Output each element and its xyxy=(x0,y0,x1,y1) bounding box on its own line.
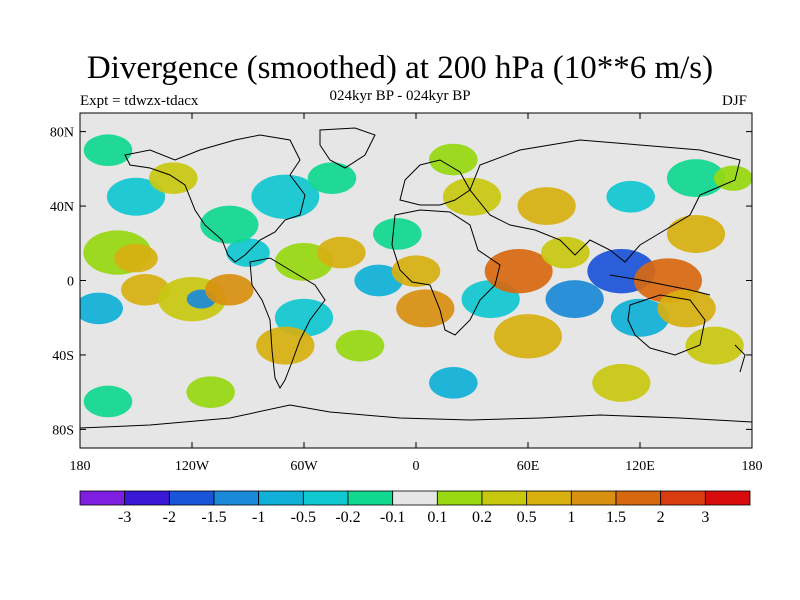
colorbar-label: -0.2 xyxy=(335,509,360,526)
coastline-south-america xyxy=(249,257,326,390)
field-patch-9 xyxy=(106,177,166,216)
lat-tick-label: 80S xyxy=(52,423,74,438)
colorbar-label: -0.5 xyxy=(291,509,316,526)
colorbar-label: -3 xyxy=(118,509,131,526)
lon-tick-label: 120W xyxy=(175,459,210,474)
colorbar-label: 0.2 xyxy=(472,509,492,526)
field-patch-1 xyxy=(114,243,158,273)
colorbar-swatch-14 xyxy=(704,490,751,506)
lat-tick-label: 40S xyxy=(52,349,74,364)
field-patch-28 xyxy=(517,187,576,226)
lon-tick-label: 60E xyxy=(517,459,540,474)
colorbar-label: -2 xyxy=(163,509,176,526)
field-patch-22 xyxy=(396,289,455,328)
colorbar: -3 -2 -1.5 -1 -0.5 -0.2 -0.1 0.1 0.2 0.5 1 1.5 2 3 xyxy=(79,490,751,526)
lon-tick-label: 180 xyxy=(70,459,91,474)
field-patch-29 xyxy=(541,236,590,269)
colorbar-label: -0.1 xyxy=(380,509,405,526)
field-patch-40 xyxy=(429,367,478,399)
lat-tick-label: 80N xyxy=(50,126,74,141)
colorbar-swatch-0 xyxy=(79,490,126,506)
field-patch-34 xyxy=(657,289,716,328)
colorbar-swatch-4 xyxy=(258,490,304,506)
coastline-africa xyxy=(391,209,501,336)
field-patch-21 xyxy=(391,255,441,288)
colorbar-label: -1 xyxy=(252,509,265,526)
colorbar-swatch-9 xyxy=(481,490,528,506)
colorbar-swatch-11 xyxy=(570,490,617,506)
figure-title: Divergence (smoothed) at 200 hPa (10**6 … xyxy=(86,50,714,86)
colorbar-label: 1.5 xyxy=(606,509,626,526)
colorbar-label: 0.1 xyxy=(427,509,447,526)
lon-tick-label: 0 xyxy=(413,459,420,474)
coastline-antarctica xyxy=(80,404,752,429)
field-patch-11 xyxy=(83,134,133,167)
colorbar-label: 3 xyxy=(701,509,709,526)
field-patch-42 xyxy=(83,385,133,418)
period-label: 024kyr BP - 024kyr BP xyxy=(329,88,471,104)
field-patch-35 xyxy=(685,326,744,365)
season-label: DJF xyxy=(722,93,748,109)
field-patch-24 xyxy=(442,177,502,216)
field-patch-36 xyxy=(666,214,726,253)
lat-tick-label: 0 xyxy=(67,275,74,290)
field-patch-19 xyxy=(354,264,403,297)
field-patch-26 xyxy=(484,249,553,294)
longitude-axis: 180 120W 60W 0 60E 120E 180 xyxy=(70,113,763,474)
colorbar-label: -1.5 xyxy=(201,509,226,526)
latitude-axis: 80N 40N 0 40S 80S xyxy=(50,126,752,438)
colorbar-swatch-1 xyxy=(124,490,170,506)
field-patch-20 xyxy=(373,218,422,250)
field-patch-37 xyxy=(606,180,655,213)
colorbar-swatch-12 xyxy=(615,490,662,506)
coastline-new-zealand xyxy=(734,344,746,373)
field-patch-23 xyxy=(429,143,478,176)
colorbar-swatch-7 xyxy=(392,490,438,506)
field-patch-13 xyxy=(307,162,357,194)
coastlines xyxy=(80,127,752,429)
field-patch-6 xyxy=(205,273,254,306)
field-patch-32 xyxy=(610,298,670,337)
lat-tick-label: 40N xyxy=(50,200,74,215)
lon-tick-label: 120E xyxy=(625,459,655,474)
field-patch-30 xyxy=(545,280,604,319)
colorbar-swatch-6 xyxy=(347,490,394,506)
field-patch-2 xyxy=(80,292,123,325)
colorbar-label: 0.5 xyxy=(517,509,537,526)
coastline-north-america xyxy=(124,134,306,263)
field-patch-38 xyxy=(666,159,726,198)
field-patch-10 xyxy=(149,162,198,194)
field-patch-12 xyxy=(251,174,320,219)
colorbar-swatch-8 xyxy=(436,490,483,506)
colorbar-swatch-13 xyxy=(660,490,706,506)
colorbar-label: 1 xyxy=(567,509,575,526)
coastline-australia xyxy=(627,294,706,356)
lon-tick-label: 60W xyxy=(290,459,318,474)
colorbar-swatch-10 xyxy=(526,490,572,506)
experiment-label: Expt = tdwzx-tdacx xyxy=(80,93,199,109)
coastline-europe xyxy=(399,159,471,206)
colorbar-swatch-5 xyxy=(302,490,349,506)
field-patch-41 xyxy=(592,363,651,402)
coastline-indonesia xyxy=(609,274,711,296)
field-patch-3 xyxy=(121,273,170,306)
coastline-asia xyxy=(469,139,741,263)
field-patch-27 xyxy=(494,314,562,359)
lon-tick-label: 180 xyxy=(742,459,763,474)
field-patch-18 xyxy=(335,329,385,362)
colorbar-label: 2 xyxy=(657,509,665,526)
field-patch-15 xyxy=(317,236,366,269)
colorbar-swatch-2 xyxy=(168,490,215,506)
field-patch-8 xyxy=(200,205,259,244)
field-patch-39 xyxy=(186,376,235,408)
colorbar-swatch-3 xyxy=(213,490,260,506)
field-patch-17 xyxy=(256,326,315,365)
coastline-greenland xyxy=(319,127,376,169)
